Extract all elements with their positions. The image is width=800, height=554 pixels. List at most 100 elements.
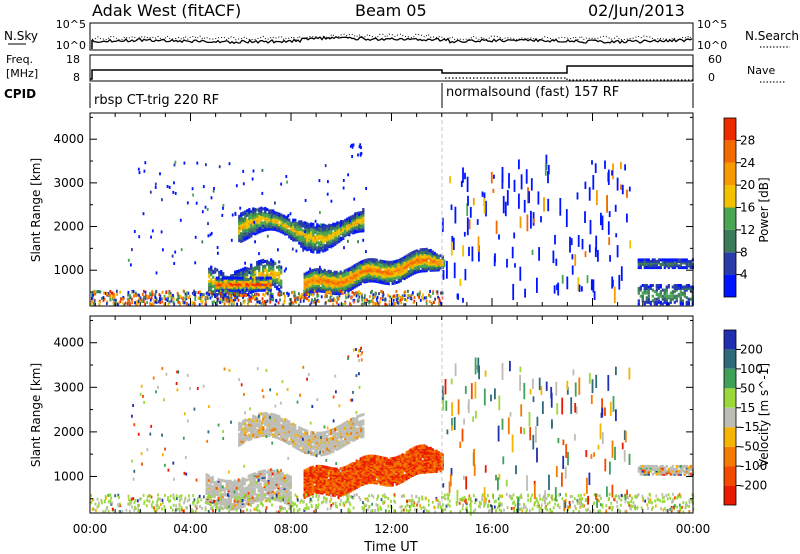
heatmap-cell — [310, 432, 313, 436]
heatmap-cell — [358, 426, 361, 430]
heatmap-cell — [351, 463, 354, 467]
heatmap-cell — [219, 287, 222, 291]
heatmap-cell — [348, 441, 351, 444]
heatmap-cell — [298, 426, 301, 430]
heatmap-cell — [193, 291, 196, 295]
heatmap-cell — [233, 292, 236, 296]
heatmap-cell — [673, 258, 676, 262]
heatmap-cell — [238, 428, 241, 432]
heatmap-cell — [92, 293, 94, 297]
heatmap-cell — [320, 295, 323, 299]
heatmap-cell — [314, 439, 317, 443]
heatmap-cell — [246, 209, 249, 213]
heatmap-cell — [316, 233, 319, 237]
heatmap-cell — [240, 235, 243, 239]
heatmap-cell — [290, 438, 293, 442]
heatmap-cell — [375, 261, 378, 265]
heatmap-cell — [321, 482, 324, 486]
heatmap-cell — [233, 298, 235, 302]
heatmap-cell — [280, 228, 283, 232]
heatmap-cell — [325, 483, 328, 487]
heatmap-cell — [241, 294, 244, 298]
heatmap-cell — [274, 211, 277, 215]
heatmap-cell — [248, 220, 251, 224]
heatmap-cell — [588, 244, 591, 253]
heatmap-cell — [675, 258, 678, 262]
heatmap-cell — [256, 231, 259, 235]
heatmap-cell — [315, 299, 318, 303]
heatmap-cell — [341, 273, 344, 277]
heatmap-cell — [295, 301, 297, 304]
heatmap-cell — [239, 287, 242, 291]
heatmap-cell — [278, 212, 281, 216]
heatmap-cell — [294, 428, 297, 432]
heatmap-cell — [637, 302, 640, 306]
heatmap-cell — [389, 295, 392, 299]
heatmap-cell — [266, 299, 269, 303]
heatmap-cell — [318, 447, 321, 451]
heatmap-cell — [294, 221, 297, 225]
heatmap-cell — [423, 248, 426, 251]
heatmap-cell — [278, 423, 281, 426]
heatmap-cell — [309, 486, 312, 490]
heatmap-cell — [282, 437, 285, 441]
heatmap-cell — [677, 258, 680, 262]
heatmap-cell — [675, 297, 678, 301]
heatmap-cell — [360, 215, 363, 219]
heatmap-cell — [355, 272, 358, 276]
heatmap-cell — [333, 494, 336, 497]
heatmap-cell — [239, 282, 242, 286]
heatmap-cell — [214, 286, 217, 289]
heatmap-cell — [144, 302, 146, 306]
heatmap-cell — [254, 297, 257, 301]
heatmap-cell — [317, 489, 320, 493]
heatmap-cell — [466, 203, 469, 216]
heatmap-cell — [129, 302, 131, 306]
heatmap-cell — [202, 293, 205, 297]
heatmap-cell — [208, 287, 211, 291]
heatmap-cell — [270, 258, 273, 262]
heatmap-cell — [345, 479, 348, 483]
heatmap-cell — [298, 427, 301, 431]
heatmap-cell — [292, 232, 295, 236]
heatmap-cell — [343, 484, 346, 488]
heatmap-cell — [395, 264, 398, 268]
heatmap-cell — [647, 297, 650, 301]
heatmap-cell — [382, 291, 384, 295]
heatmap-cell — [665, 288, 668, 292]
heatmap-cell — [238, 443, 241, 447]
heatmap-cell — [260, 434, 263, 438]
heatmap-cell — [317, 294, 320, 298]
heatmap-cell — [342, 424, 345, 428]
heatmap-cell — [317, 285, 320, 288]
heatmap-cell — [637, 266, 640, 270]
heatmap-cell — [359, 263, 362, 267]
heatmap-cell — [330, 243, 333, 247]
heatmap-cell — [460, 180, 463, 187]
heatmap-cell — [303, 475, 306, 479]
heatmap-cell — [315, 472, 318, 476]
heatmap-cell — [306, 290, 309, 294]
heatmap-cell — [319, 488, 322, 492]
heatmap-cell — [435, 253, 438, 257]
heatmap-cell — [404, 290, 407, 294]
heatmap-cell — [303, 494, 306, 498]
heatmap-cell — [278, 268, 281, 271]
heatmap-cell — [342, 232, 345, 236]
heatmap-cell — [262, 421, 265, 425]
heatmap-cell — [356, 227, 359, 231]
freq-tick-high: 18 — [66, 53, 80, 66]
heatmap-cell — [286, 229, 289, 233]
heatmap-cell — [194, 298, 197, 302]
heatmap-cell — [352, 431, 355, 435]
heatmap-cell — [339, 291, 342, 295]
heatmap-cell — [361, 456, 364, 460]
heatmap-cell — [242, 436, 245, 440]
heatmap-cell — [233, 287, 236, 291]
heatmap-cell — [310, 435, 313, 439]
heatmap-cell — [393, 302, 396, 306]
heatmap-cell — [379, 264, 382, 268]
heatmap-cell — [309, 475, 312, 479]
heatmap-cell — [238, 426, 241, 430]
heatmap-cell — [385, 303, 388, 307]
